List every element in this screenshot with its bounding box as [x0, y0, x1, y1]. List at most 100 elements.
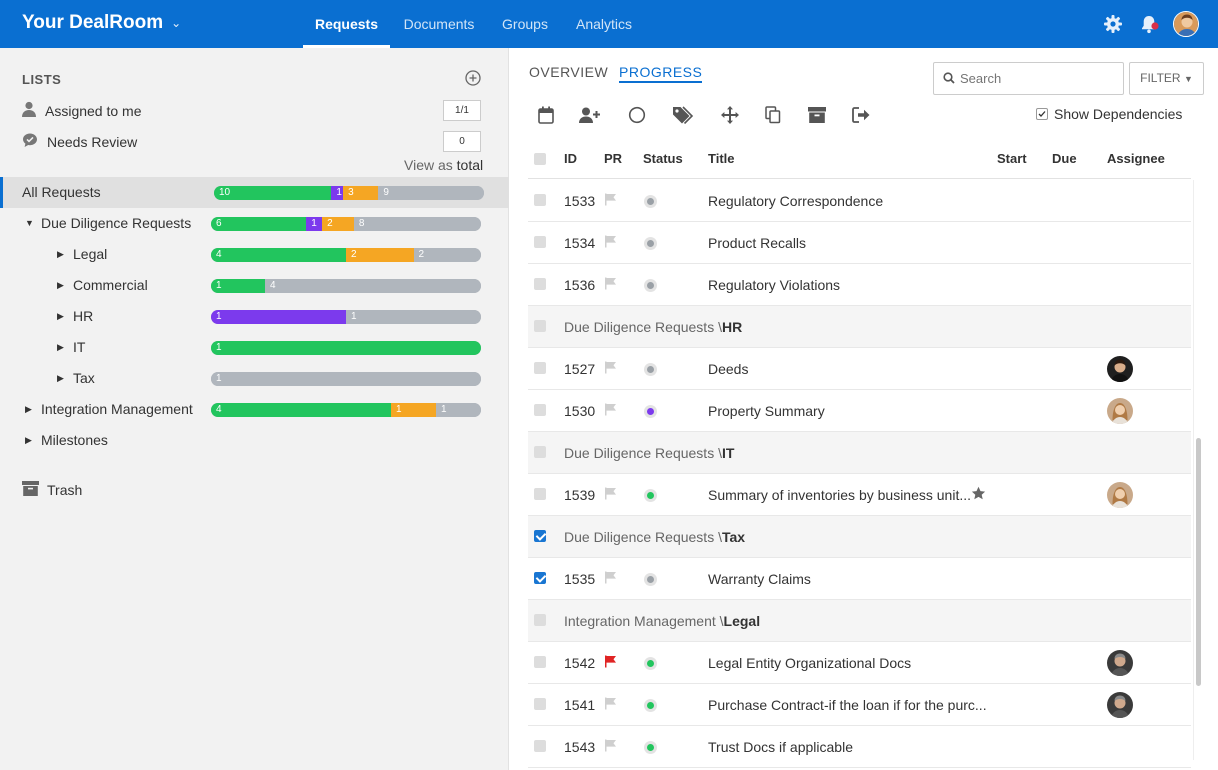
nav-tab-documents[interactable]: Documents: [403, 16, 475, 32]
request-title[interactable]: Product Recalls: [708, 235, 807, 251]
brand-switcher[interactable]: Your DealRoom ⌄: [22, 12, 181, 34]
assignee-avatar[interactable]: [1107, 482, 1133, 508]
status-indicator[interactable]: [644, 699, 657, 712]
archive-icon[interactable]: [805, 104, 829, 126]
assignee-avatar[interactable]: [1107, 356, 1133, 382]
trash-item[interactable]: Trash: [22, 481, 82, 499]
group-header-row[interactable]: Integration Management \Legal: [528, 600, 1191, 642]
status-indicator[interactable]: [644, 237, 657, 250]
column-header-title[interactable]: Title: [708, 151, 735, 166]
priority-flag-icon[interactable]: [604, 277, 617, 293]
status-indicator[interactable]: [644, 489, 657, 502]
row-checkbox[interactable]: [534, 572, 546, 584]
scrollbar[interactable]: [1193, 180, 1201, 760]
column-header-start[interactable]: Start: [997, 151, 1027, 166]
caret-right-icon[interactable]: ▶: [25, 434, 32, 445]
status-indicator[interactable]: [644, 405, 657, 418]
export-icon[interactable]: [849, 104, 873, 126]
priority-flag-icon[interactable]: [604, 739, 617, 755]
priority-flag-icon[interactable]: [604, 487, 617, 503]
nav-tab-analytics[interactable]: Analytics: [575, 16, 633, 32]
caret-right-icon[interactable]: ▶: [57, 279, 64, 290]
tree-item[interactable]: ▶ Legal 4 2 2: [0, 239, 509, 270]
tree-item[interactable]: ▶ Milestones: [0, 425, 509, 456]
table-row[interactable]: 1541 Purchase Contract-if the loan if for…: [528, 684, 1191, 726]
show-dependencies-toggle[interactable]: Show Dependencies: [1036, 106, 1182, 122]
caret-right-icon[interactable]: ▶: [57, 310, 64, 321]
status-indicator[interactable]: [644, 657, 657, 670]
status-indicator[interactable]: [644, 279, 657, 292]
table-row[interactable]: 1533 Regulatory Correspondence: [528, 180, 1191, 222]
tree-item[interactable]: ▼ Due Diligence Requests 6 1 2 8: [0, 208, 509, 239]
status-circle-icon[interactable]: [625, 104, 649, 126]
priority-flag-icon[interactable]: [604, 655, 617, 671]
row-checkbox[interactable]: [534, 236, 546, 248]
caret-down-icon[interactable]: ▼: [25, 218, 34, 228]
row-checkbox[interactable]: [534, 404, 546, 416]
list-assigned-to-me[interactable]: Assigned to me: [22, 101, 142, 120]
column-header-id[interactable]: ID: [564, 151, 577, 166]
request-title[interactable]: Property Summary: [708, 403, 825, 419]
add-user-icon[interactable]: [578, 104, 602, 126]
column-header-status[interactable]: Status: [643, 151, 683, 166]
gear-icon[interactable]: [1103, 14, 1123, 37]
priority-flag-icon[interactable]: [604, 193, 617, 209]
table-row[interactable]: 1539 Summary of inventories by business u…: [528, 474, 1191, 516]
row-checkbox[interactable]: [534, 530, 546, 542]
table-row[interactable]: 1534 Product Recalls: [528, 222, 1191, 264]
nav-tab-requests[interactable]: Requests: [303, 0, 390, 48]
tab-overview[interactable]: OVERVIEW: [529, 64, 609, 80]
priority-flag-icon[interactable]: [604, 361, 617, 377]
priority-flag-icon[interactable]: [604, 571, 617, 587]
row-checkbox[interactable]: [534, 488, 546, 500]
avatar[interactable]: [1173, 11, 1199, 37]
request-title[interactable]: Deeds: [708, 361, 749, 377]
table-row[interactable]: 1543 Trust Docs if applicable: [528, 726, 1191, 768]
view-as-value[interactable]: total: [456, 157, 484, 173]
assignee-avatar[interactable]: [1107, 692, 1133, 718]
request-title[interactable]: Warranty Claims: [708, 571, 811, 587]
status-indicator[interactable]: [644, 741, 657, 754]
search-box[interactable]: [933, 62, 1124, 95]
filter-button[interactable]: FILTER ▼: [1129, 62, 1204, 95]
caret-right-icon[interactable]: ▶: [57, 248, 64, 259]
star-icon[interactable]: [971, 486, 986, 504]
request-title[interactable]: Trust Docs if applicable: [708, 739, 853, 755]
tree-item[interactable]: ▶ Integration Management 4 1 1: [0, 394, 509, 425]
request-title[interactable]: Regulatory Correspondence: [708, 193, 884, 209]
row-checkbox[interactable]: [534, 278, 546, 290]
tab-progress[interactable]: PROGRESS: [619, 64, 703, 83]
tree-item[interactable]: All Requests 10 1 3 9: [0, 177, 509, 208]
search-input[interactable]: [960, 71, 1110, 86]
show-dependencies-checkbox[interactable]: [1036, 108, 1048, 120]
table-row[interactable]: 1542 Legal Entity Organizational Docs: [528, 642, 1191, 684]
move-icon[interactable]: [718, 104, 742, 126]
tree-item[interactable]: ▶ Tax 1: [0, 363, 509, 394]
row-checkbox[interactable]: [534, 614, 546, 626]
scrollbar-thumb[interactable]: [1196, 438, 1201, 686]
row-checkbox[interactable]: [534, 656, 546, 668]
table-row[interactable]: 1527 Deeds: [528, 348, 1191, 390]
status-indicator[interactable]: [644, 195, 657, 208]
copy-icon[interactable]: [761, 104, 785, 126]
select-all-checkbox[interactable]: [534, 153, 546, 165]
calendar-icon[interactable]: [534, 104, 558, 126]
tags-icon[interactable]: [671, 104, 695, 126]
row-checkbox[interactable]: [534, 446, 546, 458]
row-checkbox[interactable]: [534, 740, 546, 752]
column-header-pr[interactable]: PR: [604, 151, 623, 166]
priority-flag-icon[interactable]: [604, 697, 617, 713]
list-needs-review[interactable]: Needs Review: [22, 132, 137, 151]
tree-item[interactable]: ▶ Commercial 1 4: [0, 270, 509, 301]
bell-icon[interactable]: [1139, 13, 1161, 38]
tree-item[interactable]: ▶ HR 1 1: [0, 301, 509, 332]
row-checkbox[interactable]: [534, 698, 546, 710]
table-row[interactable]: 1530 Property Summary: [528, 390, 1191, 432]
column-header-due[interactable]: Due: [1052, 151, 1077, 166]
group-header-row[interactable]: Due Diligence Requests \Tax: [528, 516, 1191, 558]
group-header-row[interactable]: Due Diligence Requests \HR: [528, 306, 1191, 348]
table-row[interactable]: 1535 Warranty Claims: [528, 558, 1191, 600]
request-title[interactable]: Legal Entity Organizational Docs: [708, 655, 912, 671]
row-checkbox[interactable]: [534, 320, 546, 332]
tree-item[interactable]: ▶ IT 1: [0, 332, 509, 363]
